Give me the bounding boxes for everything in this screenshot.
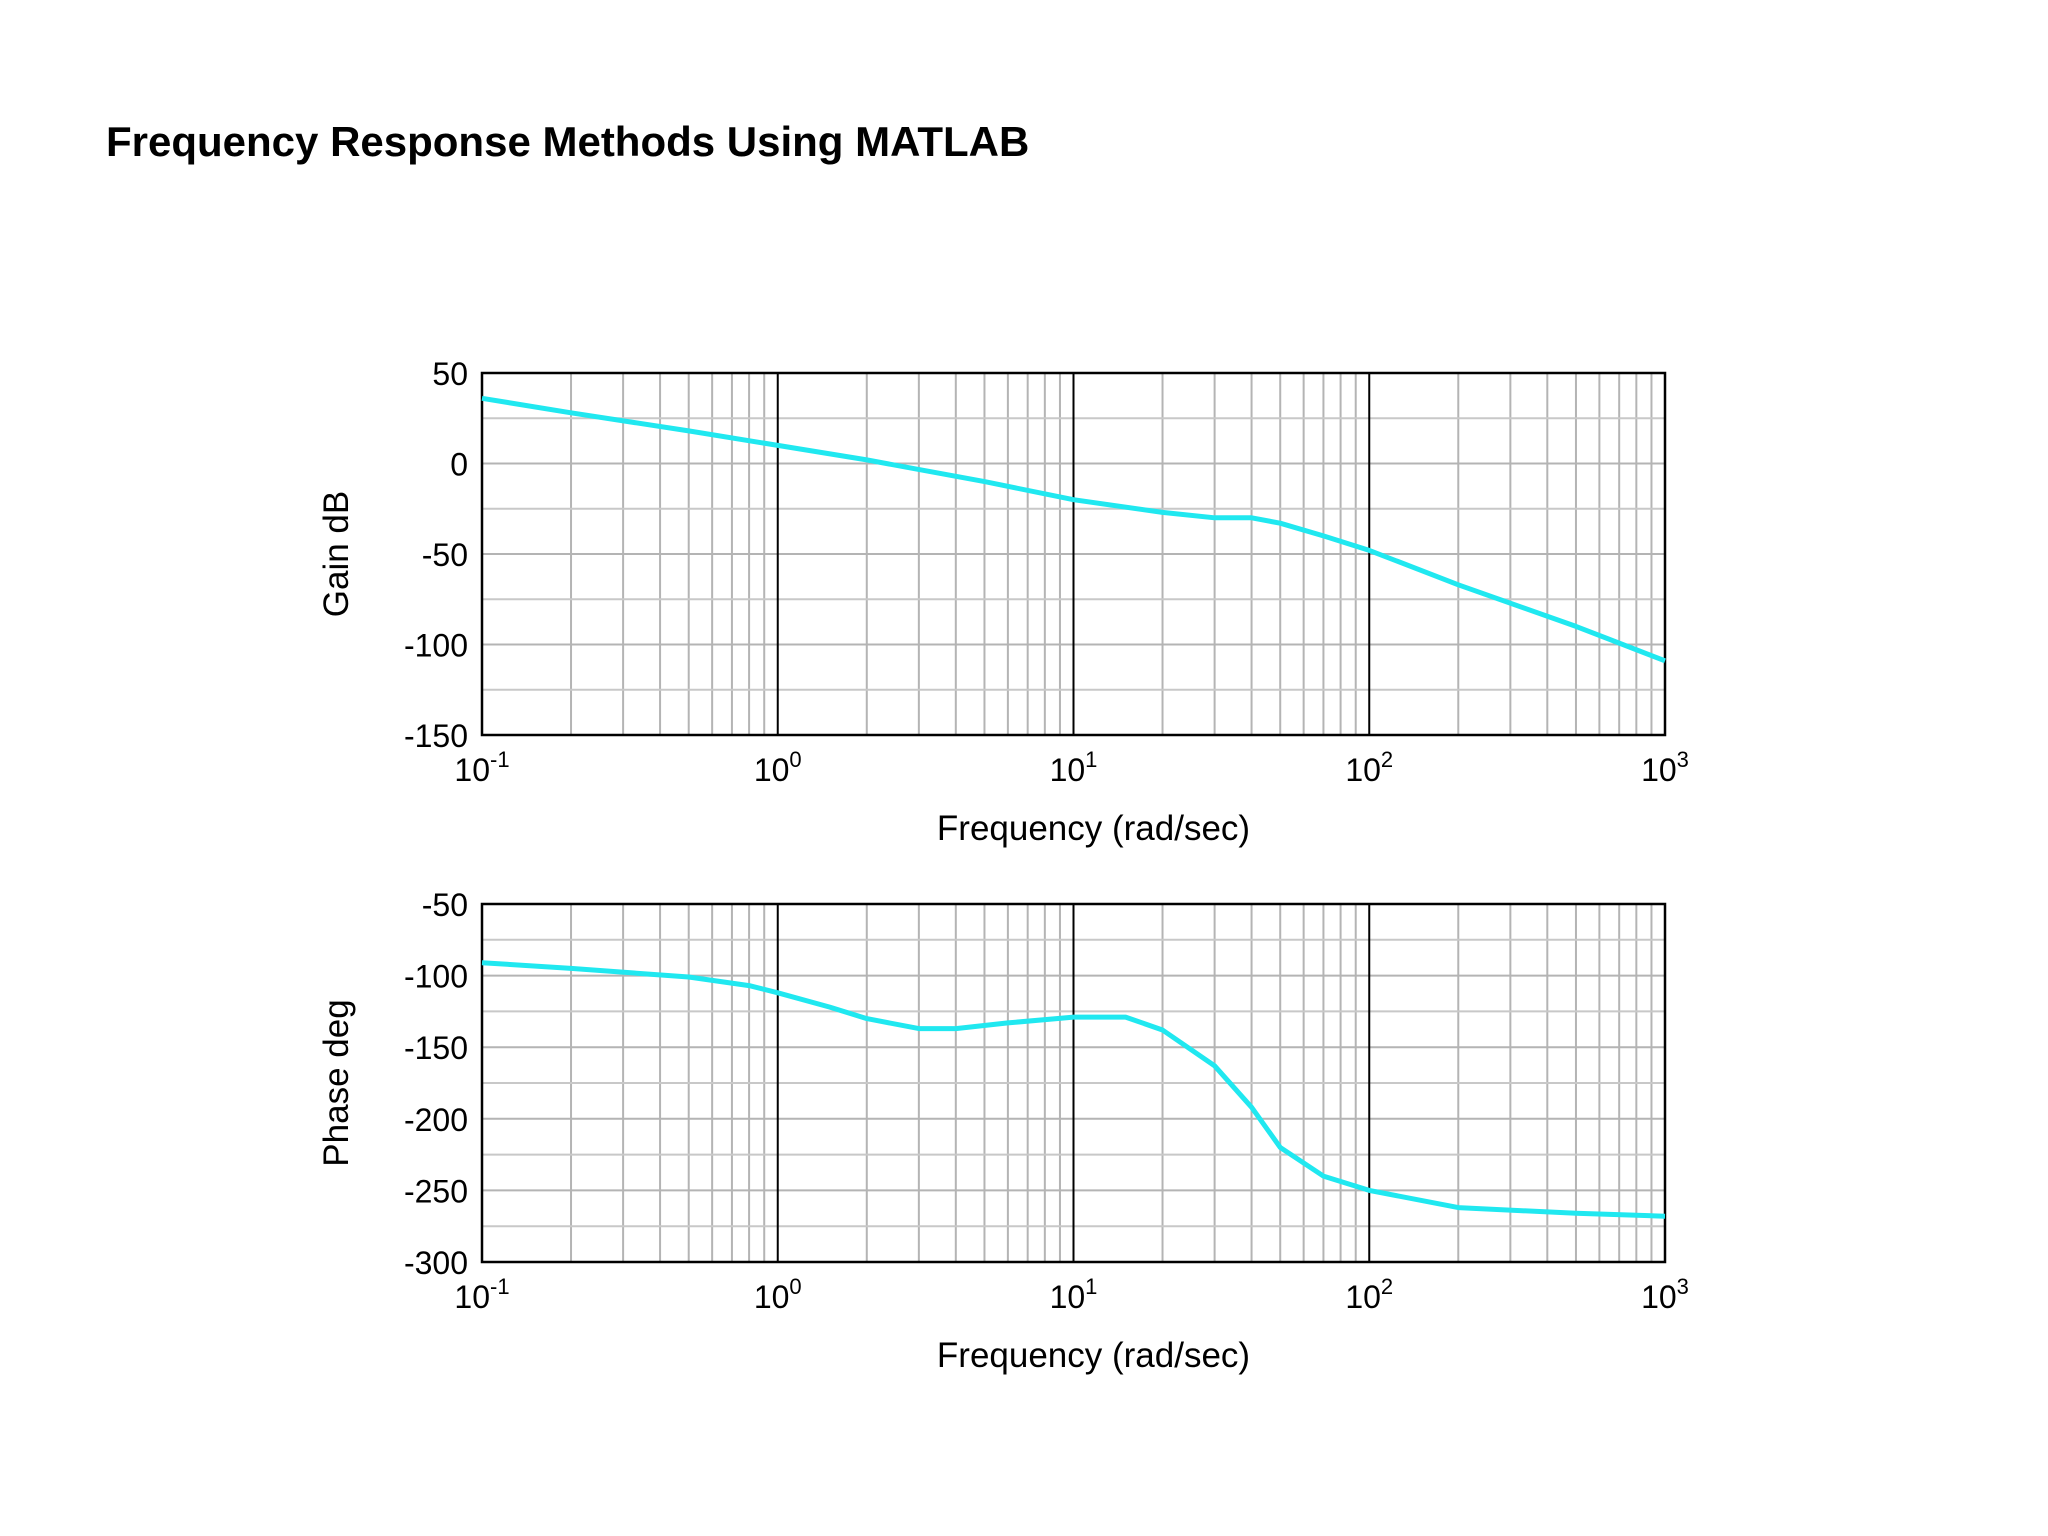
- x-axis-label: Frequency (rad/sec): [937, 809, 1250, 848]
- y-axis-label: Gain dB: [317, 491, 356, 617]
- y-tick-label: -100: [404, 959, 468, 995]
- y-tick-label: 50: [432, 356, 468, 392]
- series-line: [481, 395, 1666, 664]
- x-axis-label: Frequency (rad/sec): [937, 1336, 1250, 1375]
- x-tick-label: 102: [1345, 747, 1393, 788]
- y-tick-label: -250: [404, 1173, 468, 1209]
- x-tick-label: 100: [754, 1274, 802, 1315]
- y-tick-label: -150: [404, 718, 468, 754]
- y-tick-label: -100: [404, 628, 468, 664]
- x-tick-label: 100: [754, 747, 802, 788]
- y-tick-label: 0: [450, 447, 468, 483]
- y-tick-label: -50: [422, 537, 468, 573]
- y-tick-label: -200: [404, 1102, 468, 1138]
- y-axis-label: Phase deg: [317, 999, 356, 1166]
- plot-frame: [480, 902, 1667, 1264]
- x-tick-label: 101: [1050, 1274, 1098, 1315]
- y-tick-label: -300: [404, 1245, 468, 1281]
- x-tick-label: 10-1: [454, 747, 509, 788]
- x-tick-label: 103: [1641, 1274, 1689, 1315]
- plot-frame: [480, 371, 1667, 737]
- x-tick-label: 102: [1345, 1274, 1393, 1315]
- x-tick-label: 101: [1050, 747, 1098, 788]
- x-tick-label: 10-1: [454, 1274, 509, 1315]
- page-title: Frequency Response Methods Using MATLAB: [106, 118, 1030, 165]
- y-tick-label: -150: [404, 1030, 468, 1066]
- x-tick-label: 103: [1641, 747, 1689, 788]
- y-tick-label: -50: [422, 887, 468, 923]
